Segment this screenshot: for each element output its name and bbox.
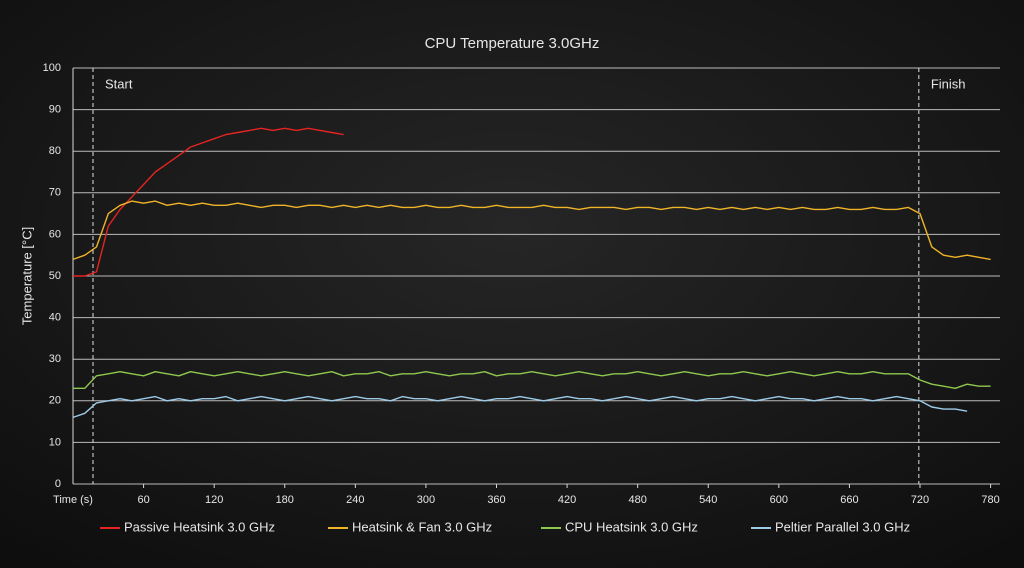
y-tick-label: 20 xyxy=(49,395,61,407)
x-tick-label: 360 xyxy=(487,494,505,506)
x-tick-label: 780 xyxy=(981,494,999,506)
y-tick-label: 30 xyxy=(49,353,61,365)
y-tick-label: 50 xyxy=(49,270,61,282)
chart-title: CPU Temperature 3.0GHz xyxy=(425,35,600,52)
annotation-text: Start xyxy=(105,76,133,91)
legend-label: Passive Heatsink 3.0 GHz xyxy=(124,519,275,534)
x-tick-label: 660 xyxy=(840,494,858,506)
x-tick-label: 60 xyxy=(137,494,149,506)
y-tick-label: 90 xyxy=(49,104,61,116)
x-tick-label: 420 xyxy=(558,494,576,506)
y-tick-label: 80 xyxy=(49,145,61,157)
x-tick-label: 600 xyxy=(770,494,788,506)
y-tick-label: 0 xyxy=(55,478,61,490)
y-axis-label: Temperature [°C] xyxy=(19,227,34,325)
x-tick-label: 720 xyxy=(911,494,929,506)
legend-label: Heatsink & Fan 3.0 GHz xyxy=(352,519,492,534)
series-line xyxy=(73,127,344,277)
annotation-text: Finish xyxy=(931,76,966,91)
legend-label: Peltier Parallel 3.0 GHz xyxy=(775,519,910,534)
x-tick-label: 540 xyxy=(699,494,717,506)
y-tick-label: 100 xyxy=(43,62,61,74)
y-tick-label: 10 xyxy=(49,436,61,448)
series-line xyxy=(72,200,991,261)
y-tick-label: 70 xyxy=(49,187,61,199)
series-line xyxy=(72,395,968,419)
legend-label: CPU Heatsink 3.0 GHz xyxy=(565,519,698,534)
x-tick-label: 240 xyxy=(346,494,364,506)
x-tick-label: 300 xyxy=(417,494,435,506)
series-line xyxy=(73,371,991,389)
x-tick-label: 180 xyxy=(276,494,294,506)
x-tick-label: 480 xyxy=(628,494,646,506)
y-tick-label: 60 xyxy=(49,228,61,240)
x-tick-label: 120 xyxy=(205,494,223,506)
x-axis-label: Time (s) xyxy=(53,494,93,506)
y-tick-label: 40 xyxy=(49,312,61,324)
